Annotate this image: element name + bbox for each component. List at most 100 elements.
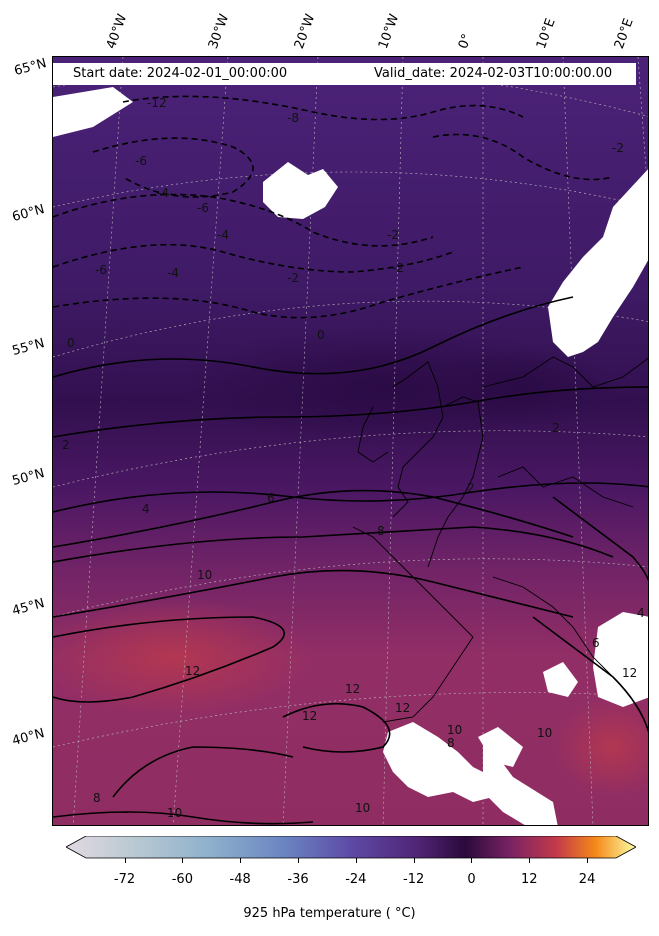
contour-4-east bbox=[552, 496, 648, 582]
contour-minus8 bbox=[92, 137, 254, 198]
contour-label: 4 bbox=[637, 606, 645, 620]
scandinavia-missing bbox=[548, 169, 648, 357]
contour-label: 12 bbox=[345, 682, 360, 696]
contour-2 bbox=[53, 386, 648, 438]
colorbar-tick-label: -48 bbox=[229, 872, 251, 887]
colorbar-tick-mark bbox=[355, 858, 357, 863]
longitude-label: 30°W bbox=[205, 12, 233, 51]
pyrenees-missing bbox=[478, 727, 523, 767]
contour-label: -6 bbox=[197, 201, 209, 215]
missing-data-regions bbox=[53, 87, 648, 825]
contour-4 bbox=[53, 482, 648, 513]
contour-minus6 bbox=[53, 193, 434, 247]
contour-label: 10 bbox=[197, 568, 212, 582]
valid-date-label: Valid_date: 2024-02-03T10:00:00.00 bbox=[374, 66, 613, 81]
contour-label: 6 bbox=[267, 491, 275, 505]
graticule bbox=[53, 57, 648, 825]
latitude-label: 40°N bbox=[10, 726, 47, 749]
alps-missing bbox=[593, 612, 648, 707]
colorbar-tick-label: -12 bbox=[403, 872, 425, 887]
contour-label: 10 bbox=[355, 801, 370, 815]
contour-label: -4 bbox=[167, 266, 179, 280]
contour-label: 0 bbox=[67, 336, 75, 350]
longitude-label: 20°W bbox=[291, 12, 319, 51]
contour-label: 2 bbox=[552, 421, 560, 435]
colorbar-tick-label: -72 bbox=[113, 872, 136, 887]
latitude-label: 50°N bbox=[10, 466, 47, 489]
contour-label: -6 bbox=[95, 263, 107, 277]
contour-6 bbox=[53, 489, 574, 548]
contour-label: -6 bbox=[135, 154, 147, 168]
colorbar-tick-label: -60 bbox=[171, 872, 193, 887]
colorbar-tick-label: -24 bbox=[345, 872, 367, 887]
contour-label: 6 bbox=[592, 636, 600, 650]
map-panel[interactable]: -12 -8 -6 -6 -4 -4 -2 -2 -6 -4 -2 0 -2 2 0 2 4 6 8 10 12 12 12… bbox=[52, 56, 649, 826]
contour-10-south bbox=[112, 746, 294, 798]
contour-minus4 bbox=[53, 243, 454, 273]
contour-label: 4 bbox=[142, 502, 150, 516]
contour-12-centre bbox=[282, 702, 391, 753]
contour-minus2-north bbox=[432, 133, 614, 181]
colorbar-tick-mark bbox=[124, 858, 126, 863]
colorbar-tick-mark bbox=[529, 858, 531, 863]
contour-label: 8 bbox=[377, 524, 385, 538]
longitude-label: 20°E bbox=[611, 16, 637, 51]
contour-label: 8 bbox=[447, 736, 455, 750]
greenland-missing bbox=[53, 87, 133, 137]
contour-minus2 bbox=[53, 266, 524, 319]
colorbar bbox=[65, 835, 637, 870]
contour-label: 10 bbox=[167, 806, 182, 820]
contour-label: -2 bbox=[287, 271, 299, 285]
contour-label: 12 bbox=[395, 701, 410, 715]
colorbar-tick-mark bbox=[587, 858, 589, 863]
colorbar-label: 925 hPa temperature ( °C) bbox=[243, 906, 416, 921]
colorbar-tick-label: 12 bbox=[520, 872, 538, 887]
colorbar-tick-mark bbox=[413, 858, 415, 863]
contour-0 bbox=[53, 296, 574, 378]
longitude-label: 10°W bbox=[375, 12, 403, 51]
contour-label: 2 bbox=[62, 438, 70, 452]
latitude-label: 65°N bbox=[12, 56, 49, 79]
colorbar-tick-mark bbox=[471, 858, 473, 863]
warm-anomaly-atlantic bbox=[53, 597, 313, 717]
contour-8 bbox=[53, 526, 614, 563]
colorbar-svg bbox=[65, 835, 637, 859]
contour-label: 10 bbox=[447, 723, 462, 737]
contour-8-south bbox=[53, 811, 314, 825]
colorbar-tick-label: -36 bbox=[287, 872, 309, 887]
contour-label: -8 bbox=[287, 111, 299, 125]
contour-label: 0 bbox=[317, 328, 325, 342]
contour-label: -4 bbox=[217, 228, 229, 242]
contour-label: 12 bbox=[185, 664, 200, 678]
colorbar-tick-mark bbox=[182, 858, 184, 863]
contour-12-west bbox=[53, 616, 285, 703]
contour-label: -2 bbox=[612, 141, 624, 155]
contour-label: -2 bbox=[387, 228, 399, 242]
contour-label: 10 bbox=[537, 726, 552, 740]
temperature-contours bbox=[53, 95, 648, 825]
colorbar-tick-label: 24 bbox=[578, 872, 596, 887]
latitude-label: 45°N bbox=[10, 596, 47, 619]
contour-10 bbox=[53, 569, 574, 618]
longitude-label: 40°W bbox=[103, 12, 131, 51]
iberia-missing bbox=[383, 722, 493, 802]
cold-anomaly-baltic bbox=[433, 347, 613, 427]
warm-anomaly-italy bbox=[553, 697, 648, 797]
iceland-missing bbox=[263, 162, 338, 219]
contour-label: 2 bbox=[467, 481, 475, 495]
latitude-label: 60°N bbox=[10, 202, 47, 225]
longitude-label: 0° bbox=[455, 31, 476, 51]
latitude-label: 55°N bbox=[10, 336, 47, 359]
start-date-label: Start date: 2024-02-01_00:00:00 bbox=[73, 66, 288, 81]
contour-6-east bbox=[532, 616, 648, 733]
contour-labels: -12-8-6-6-4-4-2-2-6 -4 -20-220246810121212… bbox=[62, 96, 645, 820]
colorbar-tick-mark bbox=[298, 858, 299, 863]
contour-label: 12 bbox=[622, 666, 637, 680]
temperature-field: -12-8-6-6-4-4-2-2-6 -4 -20-220246810121212… bbox=[53, 57, 648, 825]
contour-label: -4 bbox=[157, 186, 169, 200]
colorbar-tick-label: 0 bbox=[467, 872, 476, 887]
contour-label: -2 bbox=[392, 261, 404, 275]
contour-label: 8 bbox=[93, 791, 101, 805]
contour-label: -12 bbox=[147, 96, 167, 110]
iberia-east-missing bbox=[483, 737, 558, 825]
